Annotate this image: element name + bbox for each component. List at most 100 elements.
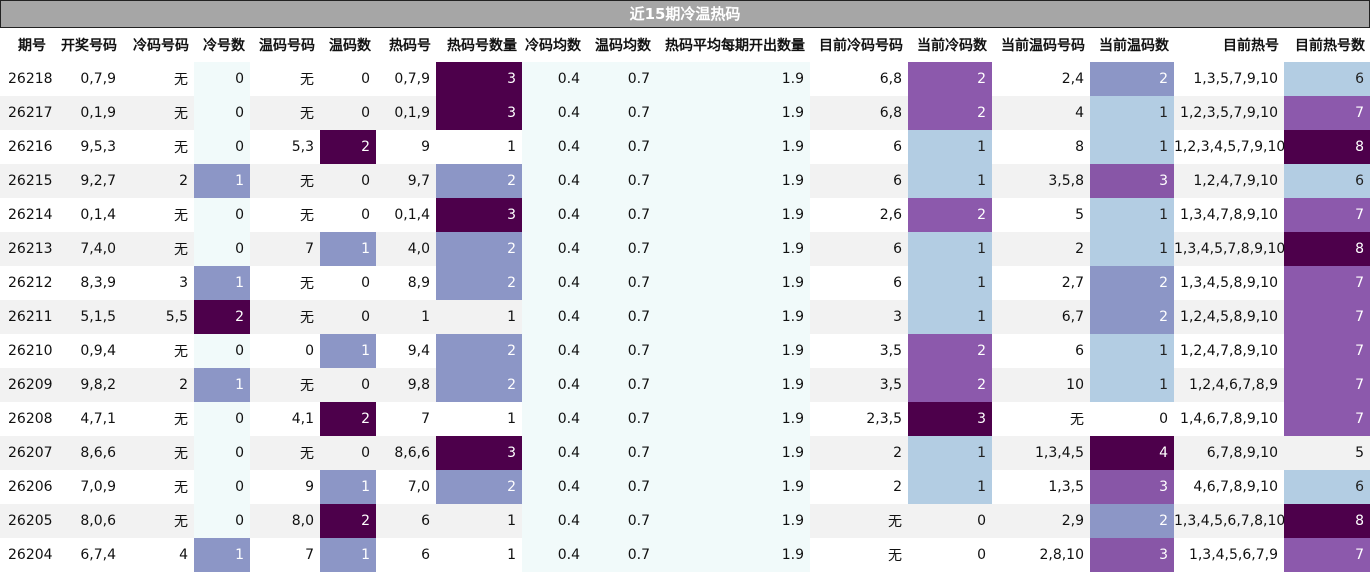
table-cell: 3 <box>810 300 908 334</box>
table-cell: 1 <box>194 164 250 198</box>
table-cell: 3,5 <box>810 368 908 402</box>
table-cell: 2 <box>436 164 522 198</box>
table-cell: 无 <box>300 208 314 224</box>
col-header: 热码号数量 <box>447 38 517 54</box>
table-cell: 6,7,8,9,10 <box>1174 436 1284 470</box>
table-cell: 0 <box>320 300 376 334</box>
table-cell: 0 <box>361 71 370 87</box>
table-cell: 2,7 <box>1061 275 1084 291</box>
table-cell: 26207 <box>0 436 54 470</box>
table-row: 26217 0,1,9 无 0 无 0 0,1,9 3 0.4 0.7 1.9 6,8 2 4 1 1,2,3… <box>0 96 1370 130</box>
table-cell: 1 <box>908 470 992 504</box>
table-cell: 1 <box>320 538 376 572</box>
col-header: 目前冷码号码 <box>819 38 903 54</box>
table-cell: 0 <box>194 504 250 538</box>
table-cell: 0.7 <box>586 232 656 266</box>
table-cell: 0.4 <box>522 470 586 504</box>
table-cell: 1 <box>908 300 992 334</box>
table-cell: 0.7 <box>586 130 656 164</box>
table-cell: 无 <box>250 300 320 334</box>
table-cell: 4 <box>1090 436 1174 470</box>
table-cell: 1 <box>194 538 250 572</box>
table-cell: 8 <box>1075 139 1084 155</box>
table-cell: 1,2,3,4,5,7,9,10 <box>1174 139 1286 155</box>
table-cell: 无 <box>250 368 320 402</box>
table-cell: 2 <box>436 266 522 300</box>
table-cell: 1 <box>507 547 516 563</box>
table-cell: 1,3,5,7,9,10 <box>1193 71 1278 87</box>
table-cell: 10 <box>992 368 1090 402</box>
table-cell: 6 <box>893 139 902 155</box>
table-cell: 3 <box>436 198 522 232</box>
table-cell: 6 <box>893 275 902 291</box>
table-cell: 0,1,9 <box>376 96 436 130</box>
col-header: 冷码均数 <box>525 38 581 54</box>
cold-warm-hot-table: 期号 开奖号码 冷码号码 冷号数 温码号码 温码数 热码号 热码号数量 冷码均数… <box>0 28 1370 572</box>
table-cell: 0.7 <box>586 198 656 232</box>
table-cell: 0.7 <box>586 368 656 402</box>
table-cell: 无 <box>122 436 194 470</box>
table-cell: 0.7 <box>586 62 656 96</box>
table-cell: 1.9 <box>656 538 810 572</box>
table-cell: 0 <box>320 368 376 402</box>
table-cell: 0.7 <box>586 402 656 436</box>
table-row: 26212 8,3,9 3 1 无 0 8,9 2 0.4 0.7 1.9 6 1 2,7 2 1,3,4,5… <box>0 266 1370 300</box>
table-cell: 无 <box>174 480 188 496</box>
table-cell: 无 <box>300 276 314 292</box>
table-cell: 2 <box>1090 62 1174 96</box>
table-cell: 7 <box>1284 368 1370 402</box>
table-cell: 无 <box>300 72 314 88</box>
table-cell: 0 <box>320 436 376 470</box>
table-cell: 0.7 <box>586 266 656 300</box>
table-cell: 1.9 <box>656 198 810 232</box>
table-cell: 0 <box>194 130 250 164</box>
table-cell: 0.4 <box>522 402 586 436</box>
table-cell: 1,3,4,5,6,7,8,10 <box>1174 504 1285 538</box>
table-cell: 0 <box>1159 411 1168 427</box>
table-cell: 26217 <box>0 96 54 130</box>
table-cell: 7 <box>1284 402 1370 436</box>
table-cell: 2 <box>1090 300 1174 334</box>
table-cell: 1,4,6,7,8,9,10 <box>1180 411 1278 427</box>
col-header: 期号 <box>18 38 46 54</box>
table-cell: 26215 <box>0 164 54 198</box>
table-cell: 26204 <box>8 547 53 563</box>
table-cell: 1.9 <box>656 62 810 96</box>
table-cell: 26205 <box>0 504 54 538</box>
table-cell: 7,4,0 <box>54 232 122 266</box>
table-cell: 9,8,2 <box>54 368 122 402</box>
col-header: 温码号码 <box>259 38 315 54</box>
table-cell: 1 <box>320 470 376 504</box>
table-cell: 无 <box>174 412 188 428</box>
table-cell: 0 <box>194 334 250 368</box>
table-cell: 无 <box>250 164 320 198</box>
table-cell: 5,5 <box>122 300 194 334</box>
table-cell: 8 <box>1284 232 1370 266</box>
table-row: 26206 7,0,9 无 0 9 1 7,0 2 0.4 0.7 1.9 2 1 1,3,5 3 4,6,7… <box>0 470 1370 504</box>
table-cell: 0 <box>194 198 250 232</box>
table-cell: 4,1 <box>291 411 314 427</box>
table-row: 26211 5,1,5 5,5 2 无 0 1 1 0.4 0.7 1.9 3 1 6,7 2 1,2,4,5… <box>0 300 1370 334</box>
table-cell: 3 <box>1090 538 1174 572</box>
table-cell: 9 <box>421 139 430 155</box>
table-cell: 0.4 <box>522 300 586 334</box>
col-header: 温码均数 <box>595 38 651 54</box>
table-cell: 2 <box>320 130 376 164</box>
table-cell: 7 <box>1284 96 1370 130</box>
table-cell: 无 <box>1070 412 1084 428</box>
table-cell: 无 <box>122 232 194 266</box>
table-cell: 8,0 <box>250 504 320 538</box>
table-cell: 1 <box>1090 232 1174 266</box>
table-cell: 4 <box>179 547 188 563</box>
table-cell: 0,1,4 <box>394 207 430 223</box>
table-cell: 0 <box>194 436 250 470</box>
table-cell: 无 <box>174 140 188 156</box>
table-cell: 2 <box>810 436 908 470</box>
col-header: 开奖号码 <box>61 38 117 54</box>
table-cell: 0.4 <box>522 266 586 300</box>
table-cell: 1 <box>908 266 992 300</box>
table-cell: 1.9 <box>656 368 810 402</box>
col-header: 目前热号数 <box>1295 38 1365 54</box>
table-cell: 5 <box>1284 436 1370 470</box>
table-cell: 2 <box>436 470 522 504</box>
